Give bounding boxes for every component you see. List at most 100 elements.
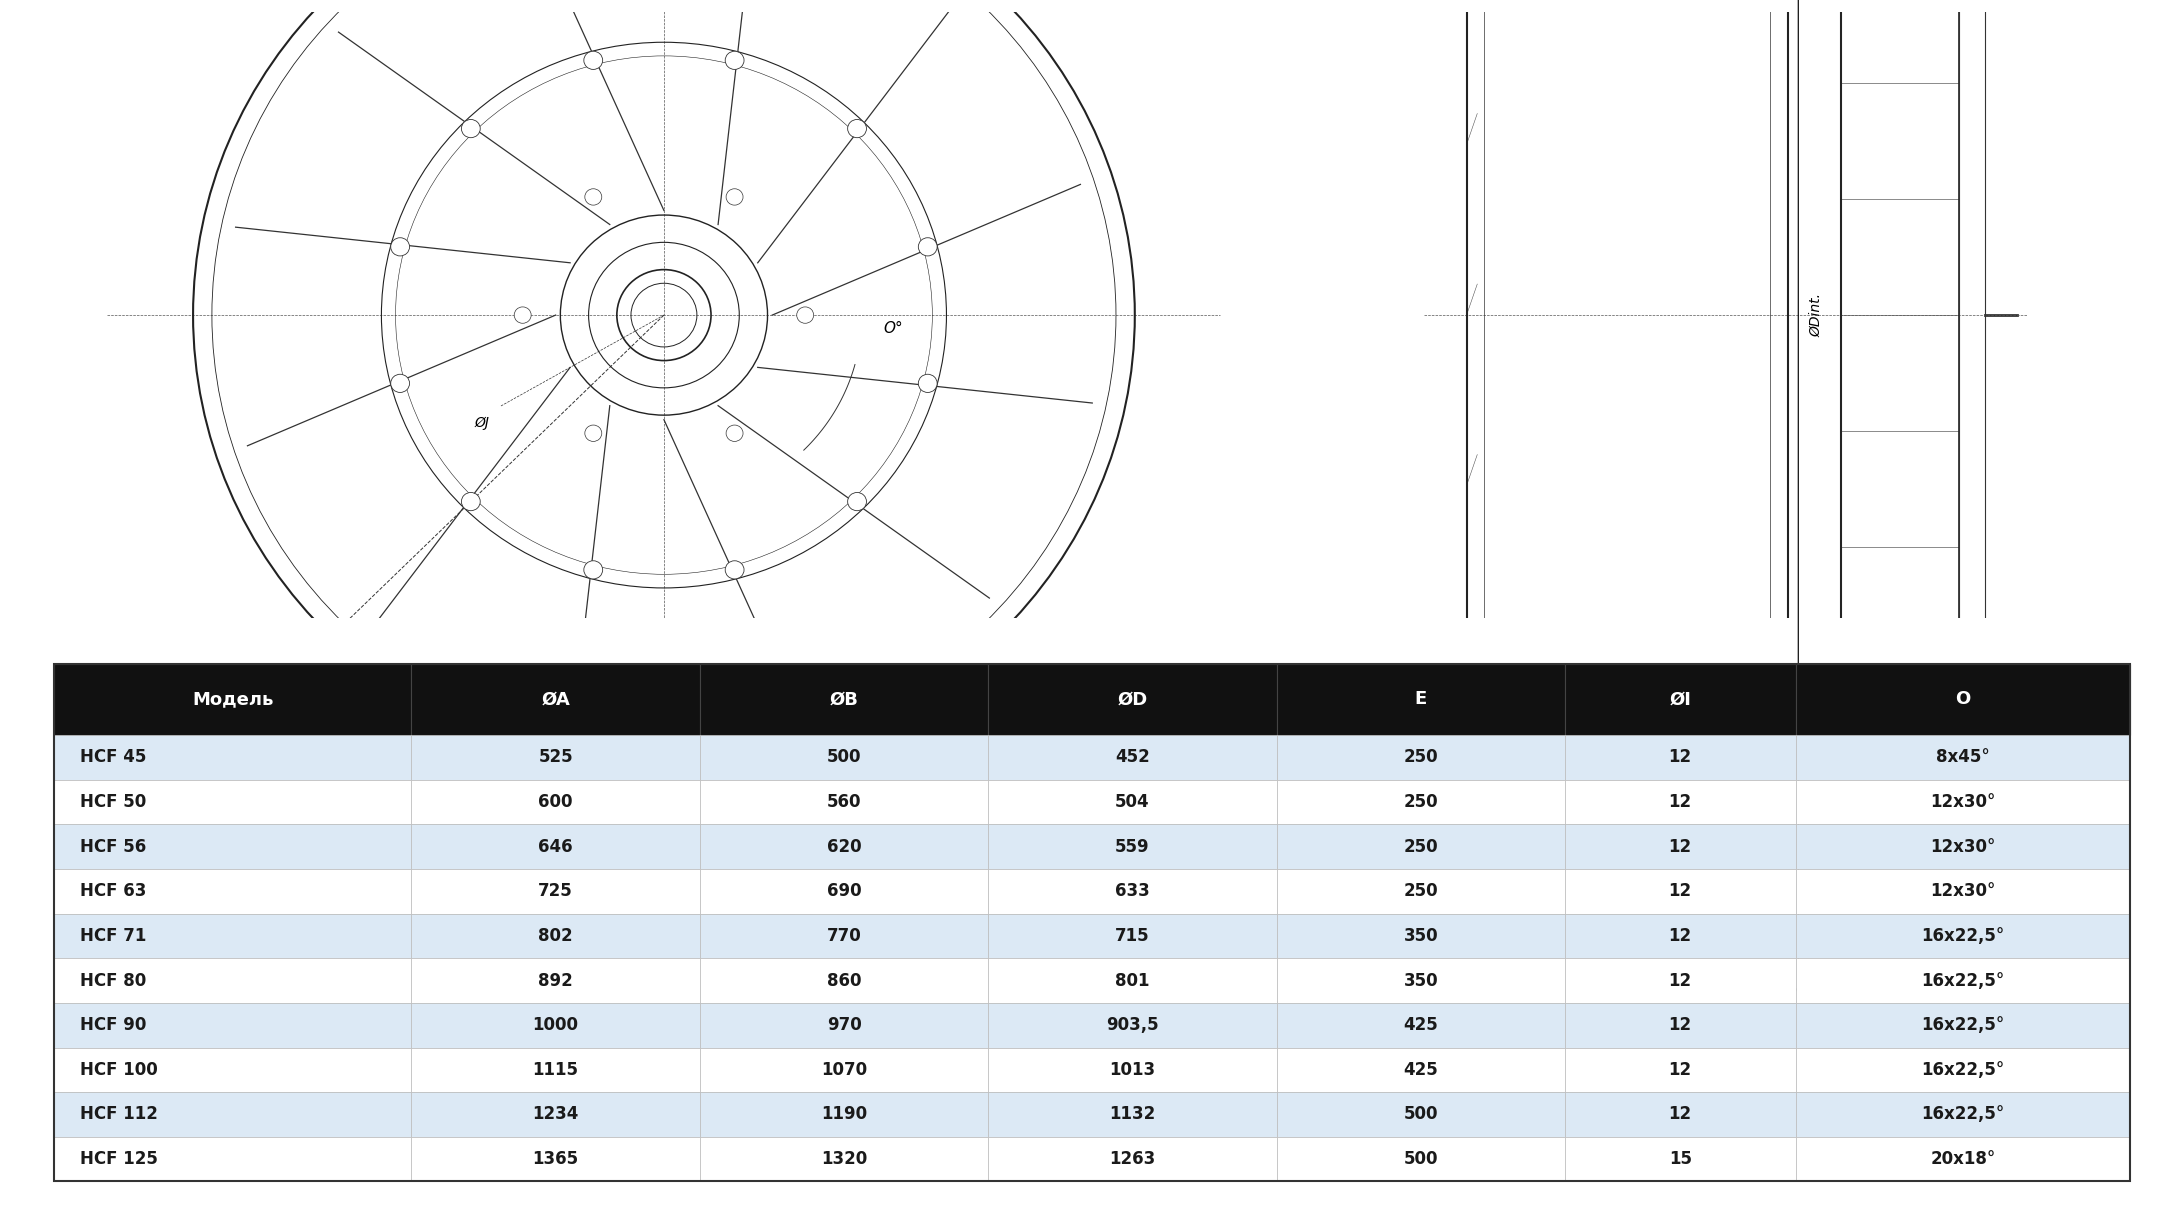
Ellipse shape [725,189,743,206]
FancyBboxPatch shape [1795,914,2129,958]
FancyBboxPatch shape [411,779,699,824]
FancyBboxPatch shape [699,914,987,958]
Text: HCF 56: HCF 56 [79,837,146,855]
FancyBboxPatch shape [1795,824,2129,869]
Ellipse shape [391,237,411,257]
Text: HCF 100: HCF 100 [79,1061,157,1079]
Text: HCF 50: HCF 50 [79,793,146,811]
Text: 1070: 1070 [821,1061,867,1079]
FancyBboxPatch shape [1795,736,2129,779]
FancyBboxPatch shape [1275,869,1566,914]
FancyBboxPatch shape [1795,1048,2129,1093]
Text: 250: 250 [1404,793,1437,811]
Text: 770: 770 [828,927,860,945]
FancyBboxPatch shape [411,914,699,958]
FancyBboxPatch shape [55,736,411,779]
Ellipse shape [917,237,937,257]
Text: 350: 350 [1404,927,1437,945]
FancyBboxPatch shape [55,663,411,736]
Text: HCF 63: HCF 63 [79,882,146,900]
FancyBboxPatch shape [987,914,1275,958]
FancyBboxPatch shape [55,1003,411,1048]
Text: 970: 970 [828,1016,860,1035]
FancyBboxPatch shape [1795,663,2129,736]
Text: 600: 600 [539,793,572,811]
Text: 560: 560 [828,793,860,811]
FancyBboxPatch shape [699,663,987,736]
FancyBboxPatch shape [411,1093,699,1136]
FancyBboxPatch shape [411,736,699,779]
Text: 16x22,5°: 16x22,5° [1922,1016,2005,1035]
FancyBboxPatch shape [1275,958,1566,1003]
Text: 16x22,5°: 16x22,5° [1922,927,2005,945]
FancyBboxPatch shape [1566,958,1795,1003]
FancyBboxPatch shape [1566,824,1795,869]
Text: 690: 690 [828,882,860,900]
Ellipse shape [917,374,937,392]
Ellipse shape [585,189,603,206]
Text: 559: 559 [1116,837,1149,855]
FancyBboxPatch shape [1566,1093,1795,1136]
Text: 16x22,5°: 16x22,5° [1922,972,2005,990]
Text: 801: 801 [1116,972,1149,990]
Text: 12: 12 [1669,837,1693,855]
FancyBboxPatch shape [55,869,411,914]
FancyBboxPatch shape [1275,824,1566,869]
Text: 500: 500 [1404,1150,1437,1168]
Text: 350: 350 [1404,972,1437,990]
Text: 620: 620 [828,837,860,855]
FancyBboxPatch shape [411,1136,699,1181]
Text: 525: 525 [539,749,572,766]
FancyBboxPatch shape [411,1048,699,1093]
Text: 892: 892 [537,972,572,990]
Text: 802: 802 [539,927,572,945]
Text: O: O [1955,691,1970,708]
Text: ØB: ØB [197,737,218,751]
FancyBboxPatch shape [1566,736,1795,779]
Text: 452: 452 [1116,749,1149,766]
FancyBboxPatch shape [411,663,699,736]
FancyBboxPatch shape [699,958,987,1003]
FancyBboxPatch shape [987,1136,1275,1181]
FancyBboxPatch shape [1275,914,1566,958]
Text: ØJ: ØJ [474,415,489,430]
FancyBboxPatch shape [1275,663,1566,736]
Text: 425: 425 [1404,1061,1437,1079]
FancyBboxPatch shape [411,1003,699,1048]
FancyBboxPatch shape [987,824,1275,869]
Ellipse shape [583,560,603,578]
FancyBboxPatch shape [699,824,987,869]
Text: 16x22,5°: 16x22,5° [1922,1061,2005,1079]
FancyBboxPatch shape [55,824,411,869]
Text: Модель: Модель [192,691,273,708]
Bar [1465,0,1787,997]
Text: 20x18°: 20x18° [1931,1150,1996,1168]
Text: HCF 125: HCF 125 [79,1150,157,1168]
FancyBboxPatch shape [987,1093,1275,1136]
FancyBboxPatch shape [1566,663,1795,736]
Text: 1365: 1365 [533,1150,579,1168]
Bar [1841,0,1959,895]
Text: 1190: 1190 [821,1106,867,1123]
FancyBboxPatch shape [987,958,1275,1003]
FancyBboxPatch shape [411,824,699,869]
FancyBboxPatch shape [1275,1093,1566,1136]
FancyBboxPatch shape [1795,958,2129,1003]
FancyBboxPatch shape [987,736,1275,779]
Ellipse shape [797,307,815,323]
Ellipse shape [461,120,480,138]
Text: 12: 12 [1669,749,1693,766]
FancyBboxPatch shape [1566,779,1795,824]
FancyBboxPatch shape [987,1003,1275,1048]
FancyBboxPatch shape [1795,1136,2129,1181]
Text: ØB: ØB [830,691,858,708]
Ellipse shape [725,425,743,442]
Text: 12x30°: 12x30° [1931,882,1996,900]
Ellipse shape [513,307,531,323]
FancyBboxPatch shape [1795,1093,2129,1136]
Ellipse shape [725,560,745,578]
Text: 250: 250 [1404,837,1437,855]
Text: 504: 504 [1116,793,1149,811]
Text: 646: 646 [539,837,572,855]
FancyBboxPatch shape [411,869,699,914]
